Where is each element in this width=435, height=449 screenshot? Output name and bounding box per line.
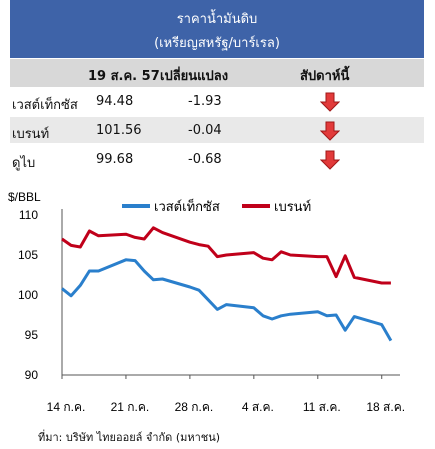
y-tick-label: 110 (19, 208, 38, 222)
oil-price-chart: $/BBL 110 105 100 95 90 14 ก.ค. 21 ก.ค. 28 ก.ค. 4… (8, 190, 405, 414)
x-tick-label: 11 ส.ค. (303, 400, 341, 414)
table-row: เวสต์เท็กซัส 94.48 -1.93 (10, 88, 424, 114)
down-arrow-icon (320, 150, 340, 170)
row-price: 94.48 (96, 94, 134, 109)
x-tick-label: 18 ส.ค. (366, 400, 405, 414)
row-change: -0.68 (188, 152, 222, 167)
table-subtitle: (เหรียญสหรัฐ/บาร์เรล) (154, 36, 280, 51)
row-price: 99.68 (96, 152, 134, 167)
column-change: เปลี่ยนแปลง (160, 69, 229, 84)
series-line-0 (61, 258, 393, 342)
table-title: ราคาน้ำมันดิบ (176, 12, 258, 27)
column-date: 19 ส.ค. 57 (88, 69, 160, 84)
column-header-row: 19 ส.ค. 57 เปลี่ยนแปลง สัปดาห์นี้ (10, 59, 424, 87)
y-tick-label: 100 (18, 288, 38, 302)
x-tick-label: 28 ก.ค. (175, 400, 214, 414)
down-arrow-icon (320, 121, 340, 141)
row-name: ดูไบ (12, 156, 36, 171)
column-week: สัปดาห์นี้ (300, 69, 350, 84)
x-tick-label: 21 ก.ค. (111, 400, 150, 414)
y-tick-label: 90 (25, 368, 39, 382)
row-change: -0.04 (188, 123, 222, 138)
series-line-1 (61, 226, 391, 285)
row-name: เวสต์เท็กซัส (12, 98, 78, 113)
table-header: ราคาน้ำมันดิบ (เหรียญสหรัฐ/บาร์เรล) (10, 0, 424, 58)
down-arrow-icon (320, 92, 340, 112)
table-row: ดูไบ 99.68 -0.68 (10, 146, 424, 172)
legend-label: เบรนท์ (274, 199, 311, 215)
row-change: -1.93 (188, 94, 222, 109)
x-tick-label: 14 ก.ค. (47, 400, 86, 414)
y-tick-label: 95 (25, 328, 39, 342)
x-tick-label: 4 ส.ค. (242, 400, 274, 414)
y-axis-label: $/BBL (8, 190, 41, 204)
source-note: ที่มา: บริษัท ไทยออยล์ จำกัด (มหาชน) (38, 431, 221, 444)
table-row: เบรนท์ 101.56 -0.04 (10, 117, 424, 143)
row-name: เบรนท์ (12, 127, 50, 142)
row-price: 101.56 (96, 123, 142, 138)
y-tick-label: 105 (18, 248, 38, 262)
legend-label: เวสต์เท็กซัส (154, 197, 220, 215)
